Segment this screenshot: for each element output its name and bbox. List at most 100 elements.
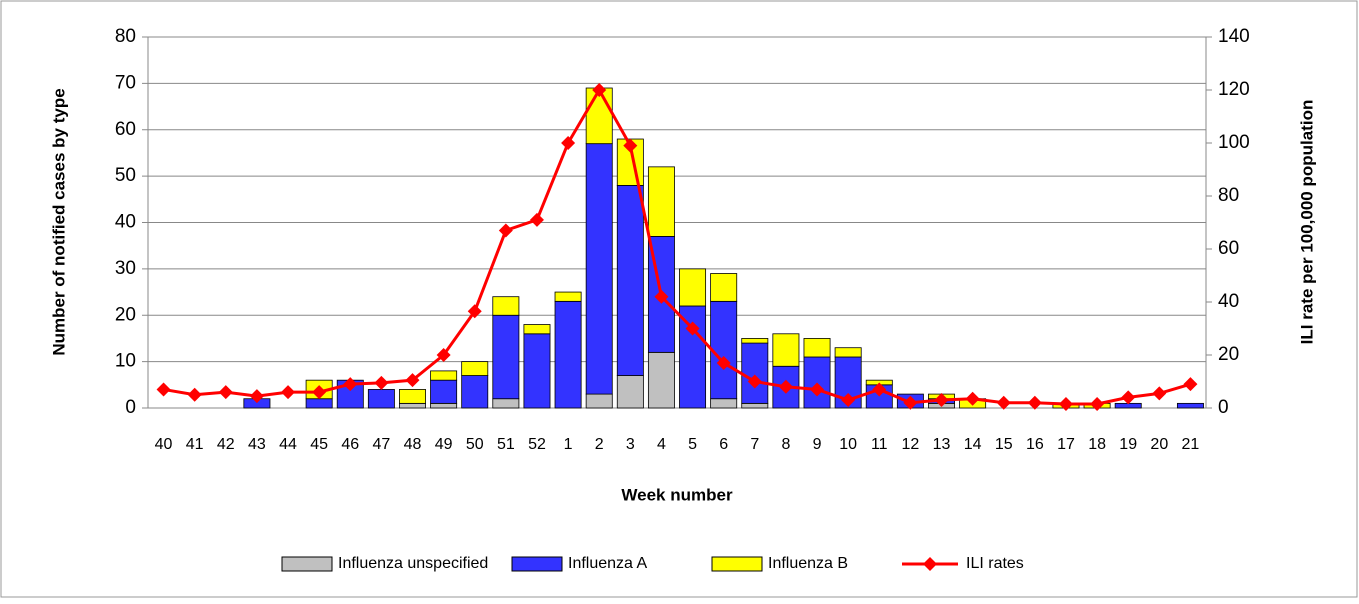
bar (741, 342, 769, 404)
x-tick-label: 2 (595, 436, 604, 453)
bar (492, 398, 520, 409)
y-tick-label: 80 (115, 26, 136, 47)
y-tick-label: 30 (115, 258, 136, 279)
bar (461, 361, 489, 376)
bar (523, 324, 551, 335)
x-tick-label: 8 (781, 436, 790, 453)
bar (492, 296, 520, 316)
bar (741, 338, 769, 344)
x-tick-label: 52 (528, 436, 546, 453)
point (778, 379, 793, 394)
y-tick-label: 10 (115, 351, 136, 372)
grid (148, 36, 1206, 409)
x-tick-label: 50 (466, 436, 484, 453)
y-tick-label: 40 (115, 212, 136, 233)
point (498, 223, 513, 238)
y2-tick-label: 40 (1218, 291, 1239, 312)
bar (430, 379, 458, 404)
y-tick-label: 0 (125, 397, 136, 418)
point (903, 395, 918, 410)
point (716, 355, 731, 370)
point (405, 373, 420, 388)
point (187, 387, 202, 402)
bar (647, 351, 675, 409)
legend-swatch (923, 557, 937, 571)
legend-label: Influenza A (568, 555, 648, 572)
x-tick-label: 14 (964, 436, 982, 453)
point (343, 377, 358, 392)
y-tick-label: 70 (115, 72, 136, 93)
x-tick-label: 10 (839, 436, 857, 453)
x-axis-title: Week number (621, 485, 733, 504)
bar (523, 333, 551, 409)
point (934, 393, 949, 408)
x-tick-label: 43 (248, 436, 266, 453)
bar (399, 402, 426, 409)
bar (554, 291, 582, 302)
point (592, 83, 607, 97)
bar (585, 143, 613, 395)
bar (679, 268, 707, 307)
x-tick-label: 40 (155, 436, 173, 453)
y2-tick-label: 80 (1218, 185, 1239, 206)
point (312, 385, 327, 400)
legend-label: Influenza B (768, 555, 848, 572)
x-tick-label: 46 (341, 436, 359, 453)
y2-tick-label: 60 (1218, 238, 1239, 259)
point (249, 389, 264, 404)
legend-swatch (281, 556, 333, 572)
x-tick-label: 16 (1026, 436, 1044, 453)
bar (616, 184, 644, 376)
x-tick-label: 41 (186, 436, 204, 453)
x-tick-label: 49 (435, 436, 453, 453)
line (163, 86, 1191, 406)
point (1183, 377, 1198, 392)
bar (710, 273, 738, 302)
point (1090, 397, 1105, 412)
bar (367, 389, 395, 409)
x-tick-label: 17 (1057, 436, 1075, 453)
y2-tick-label: 120 (1218, 79, 1250, 100)
legend-swatch (511, 556, 563, 572)
x-tick-label: 20 (1150, 436, 1168, 453)
x-tick-label: 7 (750, 436, 759, 453)
y-axis-title: Number of notified cases by type (49, 88, 68, 355)
point (654, 289, 669, 304)
bar (710, 300, 738, 400)
y-tick-label: 20 (115, 304, 136, 325)
bar (710, 398, 738, 409)
bar (430, 402, 458, 409)
point (996, 395, 1011, 410)
x-tick-label: 21 (1182, 436, 1200, 453)
point (965, 391, 980, 406)
point (374, 375, 389, 390)
x-tick-label: 19 (1119, 436, 1137, 453)
x-tick-label: 4 (657, 436, 666, 453)
x-tick-label: 45 (310, 436, 328, 453)
x-tick-label: 18 (1088, 436, 1106, 453)
legend-swatch (711, 556, 763, 572)
bar (834, 347, 862, 358)
bar (772, 333, 800, 367)
bar (461, 375, 489, 409)
bar (1176, 402, 1204, 409)
bar (430, 370, 458, 381)
bar (616, 375, 644, 409)
x-tick-label: 13 (933, 436, 951, 453)
point (281, 385, 296, 400)
point (156, 382, 171, 397)
point (1152, 386, 1167, 401)
legend-label: ILI rates (966, 555, 1024, 572)
x-tick-label: 48 (404, 436, 422, 453)
point (561, 136, 576, 150)
y2-tick-label: 20 (1218, 344, 1239, 365)
x-tick-label: 44 (279, 436, 297, 453)
x-tick-label: 47 (372, 436, 390, 453)
y-tick-label: 60 (115, 119, 136, 140)
bar (305, 398, 333, 409)
point (1027, 395, 1042, 410)
x-tick-label: 11 (871, 436, 888, 453)
y2-tick-label: 100 (1218, 132, 1250, 153)
x-tick-label: 12 (901, 436, 919, 453)
